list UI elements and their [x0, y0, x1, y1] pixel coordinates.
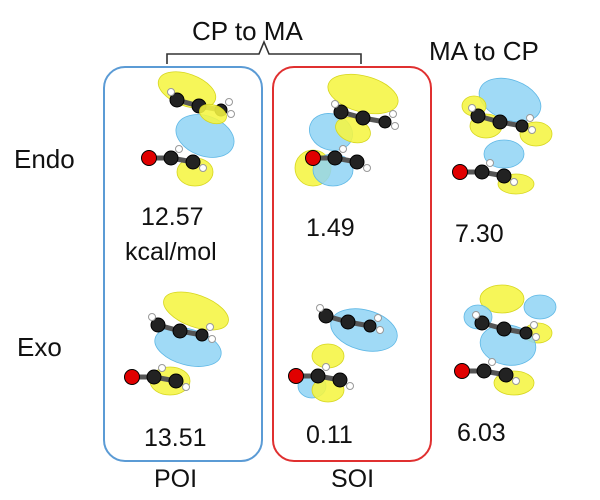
orbital-exo-poi [124, 291, 229, 396]
hydrogen-atom [182, 383, 190, 391]
orbital-lobe-yellow [479, 284, 525, 314]
carbon-atom [195, 328, 209, 342]
hydrogen-atom [389, 110, 397, 118]
hydrogen-atom [339, 145, 347, 153]
orbital-exo-soi [288, 304, 398, 403]
hydrogen-atom [530, 321, 538, 329]
hydrogen-atom [526, 114, 534, 122]
hydrogen-atom [488, 358, 496, 366]
hydrogen-atom [148, 313, 156, 321]
carbon-atom [146, 369, 162, 385]
hydrogen-atom [363, 164, 371, 172]
hydrogen-atom [528, 126, 536, 134]
carbon-atom [498, 367, 514, 383]
oxygen-atom [288, 368, 304, 384]
carbon-atom [470, 108, 486, 124]
hydrogen-atom [175, 145, 183, 153]
carbon-atom [363, 319, 377, 333]
orbital-lobe-blue [483, 139, 525, 169]
orbital-endo-soi [294, 73, 399, 187]
carbon-atom [474, 315, 490, 331]
header-cp-to-ma: CP to MA [192, 16, 303, 46]
orbital-endo-poi [141, 71, 235, 187]
header-ma-to-cp: MA to CP [429, 36, 539, 66]
hydrogen-atom [532, 333, 540, 341]
hydrogen-atom [391, 122, 399, 130]
poi-box [103, 66, 263, 462]
carbon-atom [327, 150, 343, 166]
hydrogen-atom [158, 364, 166, 372]
orbital-endo-ma-to-cp [452, 77, 553, 195]
carbon-atom [519, 326, 533, 340]
hydrogen-atom [486, 159, 494, 167]
value-exo-soi: 0.11 [306, 421, 353, 449]
hydrogen-atom [206, 323, 214, 331]
hydrogen-atom [316, 304, 324, 312]
carbon-atom [496, 321, 512, 337]
row-label-endo: Endo [14, 144, 75, 174]
oxygen-atom [454, 363, 470, 379]
footer-poi: POI [154, 465, 198, 493]
footer-soi: SOI [331, 465, 375, 493]
hydrogen-atom [512, 377, 520, 385]
hydrogen-atom [227, 110, 235, 118]
hydrogen-atom [167, 88, 175, 96]
carbon-atom [492, 114, 508, 130]
orbital-lobe-yellow [327, 73, 399, 115]
header-brace [166, 40, 362, 64]
orbital-exo-ma-to-cp [454, 284, 557, 396]
orbital-lobe-yellow [199, 103, 227, 125]
unit-endo-poi: kcal/mol [125, 238, 217, 266]
carbon-atom [333, 104, 349, 120]
row-label-exo: Exo [17, 332, 62, 362]
carbon-atom [515, 119, 529, 133]
hydrogen-atom [346, 382, 354, 390]
hydrogen-atom [322, 363, 330, 371]
carbon-atom [163, 150, 179, 166]
carbon-atom [168, 373, 184, 389]
value-exo-poi: 13.51 [144, 424, 207, 452]
oxygen-atom [305, 150, 321, 166]
value-exo-ma-to-cp: 6.03 [457, 419, 506, 447]
carbon-atom [476, 363, 492, 379]
carbon-atom [185, 154, 201, 170]
oxygen-atom [452, 164, 468, 180]
carbon-atom [349, 154, 365, 170]
value-endo-soi: 1.49 [306, 214, 355, 242]
carbon-atom [355, 110, 371, 126]
carbon-atom [496, 168, 512, 184]
carbon-atom [474, 164, 490, 180]
hydrogen-atom [468, 104, 476, 112]
value-endo-ma-to-cp: 7.30 [455, 220, 504, 248]
orbital-lobe-yellow [163, 291, 229, 331]
oxygen-atom [141, 150, 157, 166]
value-endo-poi: 12.57 [141, 203, 204, 231]
hydrogen-atom [331, 100, 339, 108]
carbon-atom [172, 323, 188, 339]
orbital-lobe-blue [523, 294, 557, 320]
hydrogen-atom [376, 326, 384, 334]
carbon-atom [310, 368, 326, 384]
oxygen-atom [124, 369, 140, 385]
hydrogen-atom [472, 311, 480, 319]
carbon-atom [318, 308, 334, 324]
carbon-atom [378, 115, 392, 129]
carbon-atom [340, 314, 356, 330]
hydrogen-atom [208, 335, 216, 343]
hydrogen-atom [225, 98, 233, 106]
hydrogen-atom [510, 178, 518, 186]
hydrogen-atom [374, 314, 382, 322]
soi-box [272, 66, 432, 462]
carbon-atom [169, 92, 185, 108]
carbon-atom [332, 372, 348, 388]
carbon-atom [150, 317, 166, 333]
hydrogen-atom [199, 164, 207, 172]
